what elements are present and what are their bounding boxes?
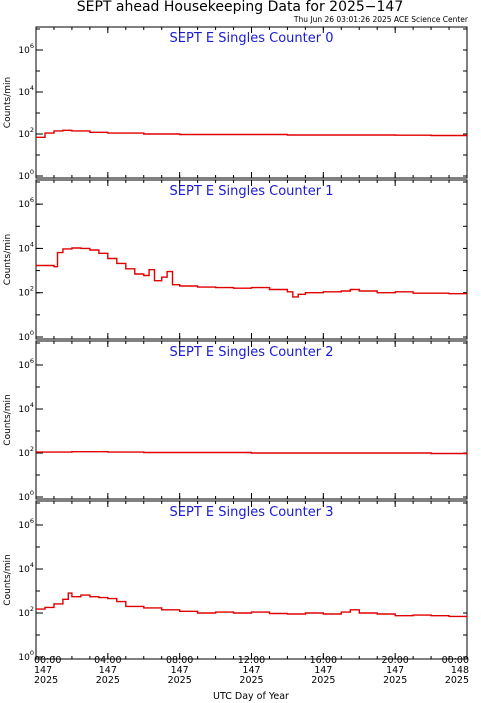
y-tick-label: 100 [18,329,34,343]
x-tick-day: 148 [451,665,469,676]
panel-frame [35,179,468,340]
x-axis-label: UTC Day of Year [213,691,289,702]
panel-frame [35,340,468,500]
y-tick-label: 102 [18,605,34,619]
series-line [36,129,468,138]
y-tick-label: 102 [18,126,34,140]
y-axis-label: Counts/min [3,554,13,605]
panel-title: SEPT E Singles Counter 1 [170,184,334,199]
series-line [36,451,468,455]
panels-group: SEPT E Singles Counter 0 Counts/min 100 102… [3,26,468,663]
y-tick-label: 104 [18,240,34,254]
y-tick-label: 100 [18,168,34,182]
y-tick-label: 104 [18,84,34,98]
y-tick-label: 100 [18,649,34,663]
y-tick-label: 106 [18,196,34,210]
y-tick-label: 104 [18,401,34,415]
y-axis-label: Counts/min [3,77,13,128]
x-tick-time: 00:00 [442,655,469,666]
panel-frame [35,500,468,660]
panel-title: SEPT E Singles Counter 3 [170,505,334,520]
x-tick-time: 00:00 [34,655,61,666]
y-tick-label: 106 [18,517,34,531]
x-tick-time: 12:00 [238,655,265,666]
panel-1: SEPT E Singles Counter 1 Counts/min 100 102… [3,179,468,343]
x-tick-year: 2025 [311,675,335,686]
x-tick-time: 04:00 [94,655,121,666]
x-tick-time: 08:00 [166,655,193,666]
x-axis: 00:00147202504:00147202508:00147202512:0… [34,655,469,686]
y-tick-label: 100 [18,489,34,503]
y-tick-label: 106 [18,42,34,56]
panel-title: SEPT E Singles Counter 2 [170,345,334,360]
x-tick-year: 2025 [445,675,469,686]
x-tick-year: 2025 [34,675,58,686]
y-axis-label: Counts/min [3,234,13,285]
y-tick-label: 106 [18,357,34,371]
x-tick-time: 20:00 [381,655,408,666]
x-tick-year: 2025 [239,675,263,686]
x-tick-day: 147 [386,665,404,676]
series-line [36,247,467,298]
x-tick-year: 2025 [168,675,192,686]
x-tick-day: 147 [242,665,260,676]
x-tick-year: 2025 [383,675,407,686]
y-tick-label: 104 [18,561,34,575]
panel-frame [35,26,468,179]
x-tick-day: 147 [171,665,189,676]
panel-0: SEPT E Singles Counter 0 Counts/min 100 102… [3,26,468,182]
y-tick-label: 102 [18,285,34,299]
chart-subtitle: Thu Jun 26 03:01:26 2025 ACE Science Cen… [293,15,469,24]
x-tick-time: 16:00 [310,655,337,666]
panel-3: SEPT E Singles Counter 3 Counts/min 100 102… [3,500,468,663]
panel-title: SEPT E Singles Counter 0 [170,31,334,46]
chart-title: SEPT ahead Housekeeping Data for 2025−14… [77,0,404,15]
series-line [36,592,468,618]
x-tick-day: 147 [314,665,332,676]
x-tick-day: 147 [34,665,52,676]
y-axis-label: Counts/min [3,394,13,445]
panel-2: SEPT E Singles Counter 2 Counts/min 100 102… [3,340,468,503]
y-tick-label: 102 [18,445,34,459]
x-tick-day: 147 [99,665,117,676]
x-tick-year: 2025 [96,675,120,686]
